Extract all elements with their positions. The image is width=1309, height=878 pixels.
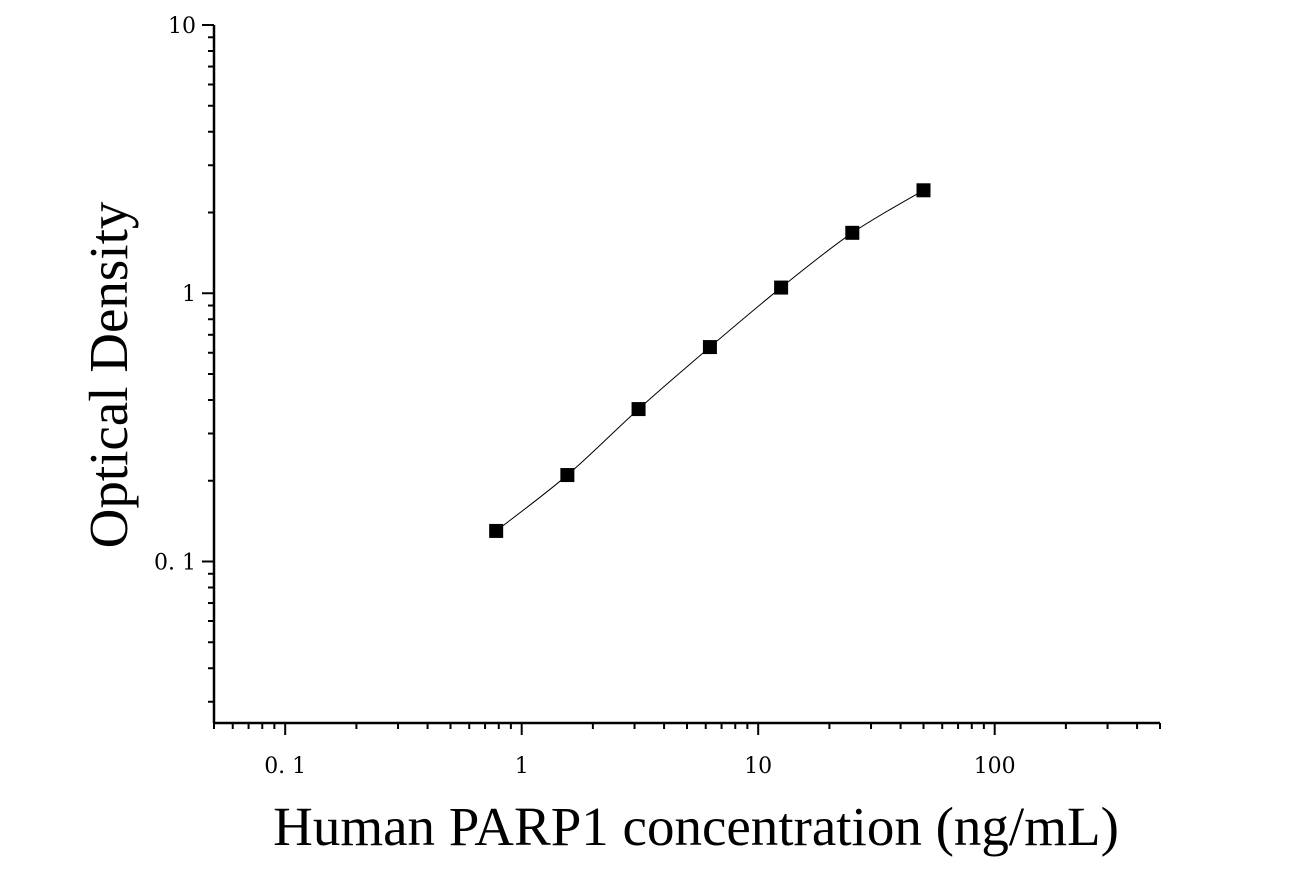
y-major-ticks <box>202 24 214 563</box>
x-tick-label: 1 <box>515 754 529 779</box>
data-points <box>489 183 931 538</box>
x-tick-label: 10 <box>744 754 772 779</box>
y-tick-label: 1 <box>182 282 196 307</box>
y-axis-title: Optical Density <box>78 201 139 548</box>
data-point <box>560 468 575 483</box>
x-tick-labels: 0. 1 1 10 100 <box>264 754 1015 779</box>
x-minor-ticks <box>213 723 1161 729</box>
data-point <box>916 183 931 198</box>
y-tick-labels: 0. 1 1 10 <box>154 14 196 575</box>
x-major-ticks <box>284 723 996 735</box>
data-point <box>489 523 504 538</box>
data-point <box>631 402 646 417</box>
y-tick-label: 0. 1 <box>154 550 196 575</box>
x-tick-label: 0. 1 <box>264 754 306 779</box>
data-point <box>845 225 860 240</box>
x-tick-label: 100 <box>974 754 1016 779</box>
fit-curve <box>495 189 924 532</box>
x-axis-title: Human PARP1 concentration (ng/mL) <box>273 796 1119 857</box>
data-point <box>702 340 717 355</box>
y-tick-label: 10 <box>168 14 196 39</box>
data-point <box>774 280 789 295</box>
